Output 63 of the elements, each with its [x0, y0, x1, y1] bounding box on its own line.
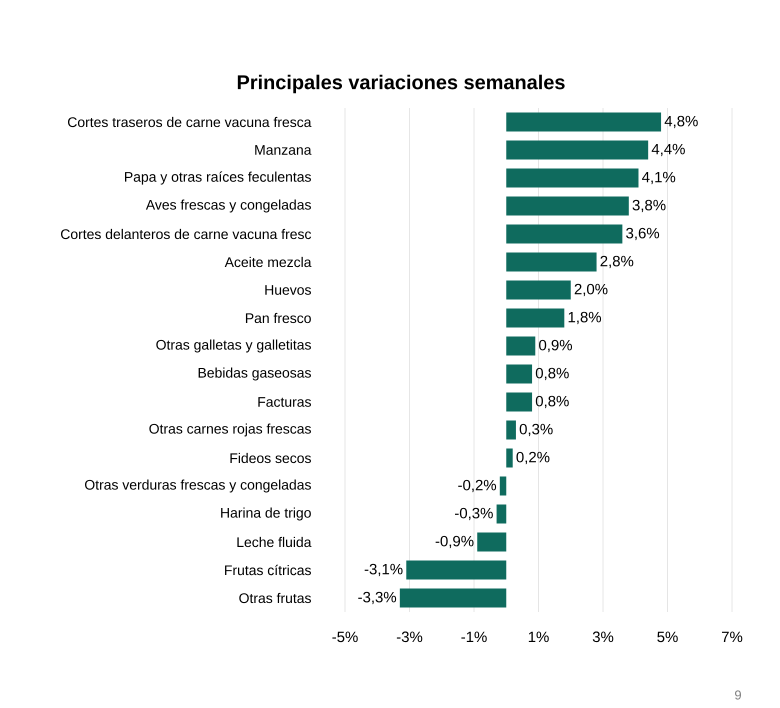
bar — [500, 476, 506, 496]
data-label: 1,8% — [568, 312, 602, 324]
bar — [506, 252, 597, 272]
y-tick-label: Aceite mezcla — [224, 256, 312, 268]
x-tick-label: 7% — [722, 632, 742, 642]
bar — [496, 504, 506, 524]
y-tick-label: Harina de trigo — [221, 507, 311, 520]
data-label: 0,8% — [536, 368, 569, 380]
data-label: 2,0% — [574, 284, 608, 296]
x-tick-label: 5% — [657, 632, 678, 642]
x-tick-label: -5% — [332, 632, 358, 642]
data-label: 3,8% — [632, 200, 666, 212]
y-tick-label: Otras galletas y galletitas — [156, 339, 311, 352]
bar — [506, 224, 622, 244]
y-tick-label: Frutas cítricas — [225, 564, 311, 576]
bar — [506, 196, 629, 216]
data-label: 0,2% — [516, 452, 550, 464]
y-tick-label: Bebidas gaseosas — [198, 367, 311, 380]
y-tick-label: Facturas — [258, 397, 311, 407]
data-label: 2,8% — [600, 256, 634, 268]
bar — [506, 140, 648, 160]
data-label: -3,3% — [358, 592, 396, 604]
y-tick-label: Manzana — [255, 145, 312, 155]
y-tick-label: Papa y otras raíces feculentas — [125, 171, 311, 185]
y-tick-label: Otras carnes rojas frescas — [149, 423, 311, 436]
y-tick-label: Aves frescas y congeladas — [146, 199, 311, 212]
data-label: 3,6% — [626, 228, 660, 240]
bar — [506, 420, 516, 440]
y-tick-label: Otras frutas — [239, 592, 311, 604]
bar — [506, 364, 532, 384]
data-label: -0,9% — [436, 536, 474, 548]
text: 9 — [735, 690, 741, 700]
data-label: 4,4% — [652, 144, 685, 156]
data-label: -0,2% — [458, 480, 496, 492]
bar — [400, 588, 506, 608]
bar — [506, 392, 532, 412]
chart-title: Principales variaciones semanales — [238, 74, 565, 94]
bar — [506, 308, 564, 328]
x-tick-label: 1% — [528, 632, 549, 642]
y-tick-label: Cortes delanteros de carne vacuna fresc — [60, 228, 312, 240]
bar — [506, 336, 536, 356]
bar — [406, 560, 506, 580]
x-tick-label: -1% — [461, 632, 487, 642]
data-label: 0,9% — [539, 340, 572, 352]
data-label: 0,8% — [536, 396, 569, 408]
data-label: 4,1% — [642, 172, 676, 184]
y-tick-label: Leche fluida — [237, 536, 312, 548]
bar — [506, 280, 571, 300]
y-tick-label: Cortes traseros de carne vacuna fresca — [68, 116, 312, 128]
bar — [506, 168, 638, 188]
bar — [506, 448, 513, 468]
bar — [506, 112, 662, 132]
x-tick-label: 3% — [592, 632, 614, 642]
data-label: 0,3% — [520, 424, 553, 436]
y-tick-label: Huevos — [265, 285, 311, 295]
y-tick-label: Pan fresco — [246, 312, 311, 324]
bar — [477, 532, 506, 552]
y-tick-label: Fideos secos — [230, 452, 311, 464]
x-tick-label: -3% — [396, 632, 422, 642]
data-label: -0,3% — [455, 508, 493, 520]
data-label: 4,8% — [664, 116, 698, 128]
y-tick-label: Otras verduras frescas y congeladas — [85, 479, 311, 492]
data-label: -3,1% — [364, 564, 403, 576]
